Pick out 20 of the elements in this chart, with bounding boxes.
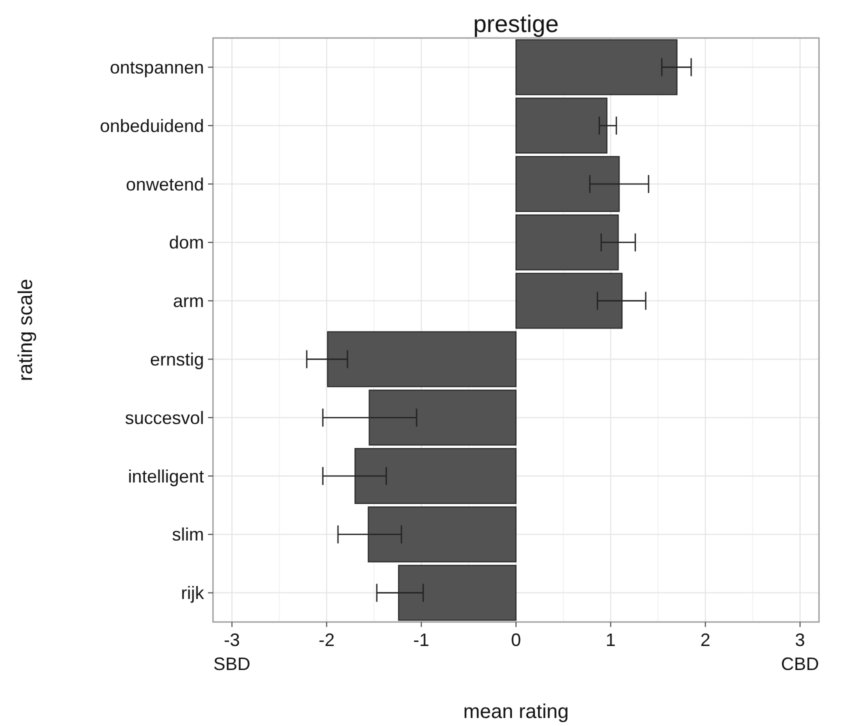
y-tick-label: onwetend [126, 174, 204, 194]
y-tick-label: onbeduidend [100, 116, 204, 136]
x-tick-label: 2 [700, 630, 710, 650]
y-tick-label: arm [173, 291, 204, 312]
x-tick-label: 3 CBD [781, 630, 820, 674]
x-tick-label: 1 [606, 630, 616, 650]
x-tick-label: -1 [413, 630, 430, 650]
x-axis-title: mean rating [463, 701, 569, 723]
y-tick-label: ontspannen [110, 58, 204, 78]
y-axis-title: rating scale [15, 278, 37, 382]
x-tick-label: -2 [318, 630, 335, 650]
y-tick-label: intelligent [128, 466, 204, 486]
y-tick-label: dom [168, 232, 204, 253]
chart-title: prestige [473, 11, 559, 38]
y-tick-label: slim [172, 524, 204, 545]
y-tick-label: succesvol [124, 408, 204, 428]
y-tick-label: rijk [181, 583, 205, 604]
y-tick-label: ernstig [150, 350, 204, 370]
x-tick-label: -3 SBD [213, 630, 250, 674]
x-tick-label: 0 [510, 630, 522, 650]
